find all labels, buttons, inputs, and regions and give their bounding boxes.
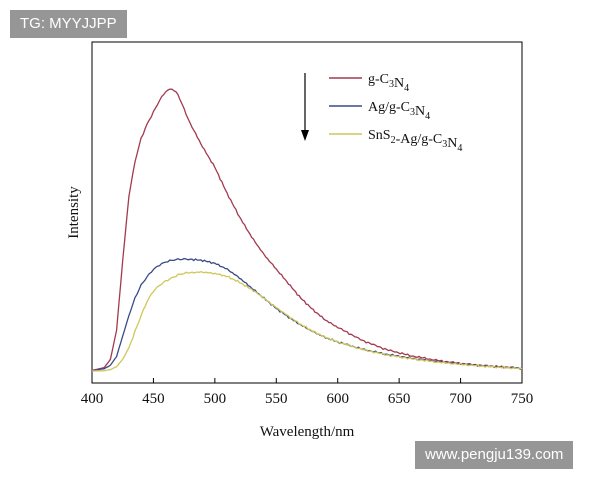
x-tick-label: 700 (449, 391, 472, 407)
y-axis-title: Intensity (66, 186, 82, 239)
series-line (91, 271, 523, 372)
x-tick-label: 500 (204, 391, 227, 407)
legend-label: Ag/g-C3N4 (368, 100, 430, 122)
x-tick-label: 600 (326, 391, 349, 407)
x-tick-label: 400 (81, 391, 104, 407)
series-line (91, 88, 523, 372)
watermark-bottom-right: www.pengju139.com (415, 441, 574, 469)
x-axis-title: Wavelength/nm (260, 424, 355, 440)
x-tick-label: 550 (265, 391, 288, 407)
x-tick-label: 450 (142, 391, 165, 407)
legend-label: SnS2-Ag/g-C3N4 (368, 128, 462, 154)
x-tick-label: 650 (388, 391, 411, 407)
arrow-head (301, 130, 309, 141)
legend-label: g-C3N4 (368, 72, 409, 94)
series-line (91, 257, 523, 372)
watermark-top-left: TG: MYYJJPP (10, 10, 127, 38)
x-tick-label: 750 (511, 391, 534, 407)
plot-frame (91, 41, 523, 384)
